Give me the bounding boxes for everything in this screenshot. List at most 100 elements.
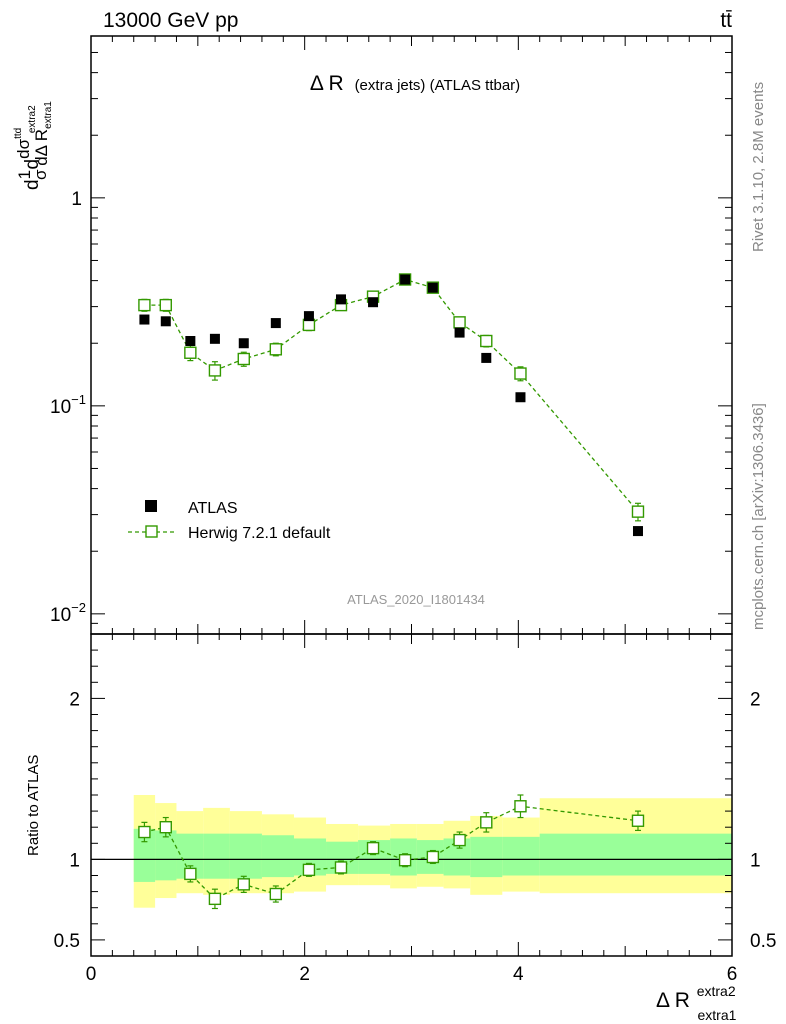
atlas-data-point [427, 282, 438, 293]
herwig-ratio-point [269, 887, 283, 901]
ratio-y-tick-labels: 2 2 1 1 0.5 0.5 [54, 689, 777, 952]
legend-herwig-label: Herwig 7.2.1 default [188, 525, 331, 542]
herwig-ratio-point [480, 816, 493, 829]
ratio-x-tick-label: 0 [86, 964, 97, 985]
rivet-version-label: Rivet 3.1.10, 2.8M events [750, 82, 767, 252]
herwig-ratio-point [426, 850, 440, 864]
atlas-data-point [185, 336, 196, 347]
herwig-main-point [208, 364, 222, 377]
ratio-y-axis-label: Ratio to ATLAS [25, 755, 42, 856]
atlas-series-main [139, 274, 643, 537]
herwig-ratio-point [302, 863, 316, 877]
energy-label: 13000 GeV pp [103, 9, 238, 32]
herwig-series-main [138, 273, 645, 522]
ratio-stat-band [133, 828, 156, 882]
x-axis-label: Δ R extra2 extra1 [656, 978, 741, 1023]
main-y-axis-label: d1σddσttd dΔ Rextra1extra2 [13, 101, 54, 190]
ratio-axis-ticks [90, 633, 733, 957]
herwig-main-point [138, 298, 151, 312]
ylabel-sigma: σ [31, 169, 50, 180]
tick-base: 10 [50, 397, 71, 418]
atlas-data-point [270, 318, 281, 329]
mcplots-label: mcplots.cern.ch [arXiv:1306.3436] [750, 403, 767, 630]
ratio-y-tick-label-left: 0.5 [54, 931, 80, 952]
atlas-data-point [335, 294, 346, 305]
ratio-x-tick-label: 4 [513, 964, 524, 985]
ylabel-d2: d [22, 159, 43, 170]
ratio-plot-frame [90, 633, 733, 957]
atlas-data-point [400, 274, 411, 285]
atlas-data-point [303, 311, 314, 322]
herwig-ratio-point [366, 841, 380, 855]
herwig-main-point [631, 505, 645, 518]
x-axis-label-sub: extra1 [697, 1007, 736, 1023]
herwig-main-point [269, 343, 283, 356]
atlas-data-point [368, 297, 379, 308]
atlas-data-point [632, 526, 643, 537]
analysis-id-label: ATLAS_2020_I1801434 [347, 592, 485, 607]
ylabel-one-over: 1 [15, 170, 34, 179]
herwig-series-ratio [138, 794, 645, 910]
tick-exponent: −1 [71, 392, 86, 407]
legend-atlas-label: ATLAS [188, 500, 238, 517]
main-plot-frame [90, 35, 733, 635]
legend-atlas-marker [145, 500, 157, 512]
herwig-ratio-point [184, 867, 197, 881]
main-y-tick-label: 10−2 [50, 600, 86, 626]
ratio-stat-band [470, 836, 503, 878]
herwig-main-point [480, 334, 493, 348]
ratio-stat-band [203, 833, 230, 879]
herwig-main-point [184, 346, 197, 359]
tick-base: 10 [50, 605, 71, 626]
ratio-stat-band [229, 833, 262, 879]
herwig-main-point [514, 367, 527, 380]
main-axis-ticks [90, 35, 733, 635]
herwig-main-point [237, 352, 250, 366]
process-label: tt̄ [720, 9, 732, 32]
atlas-data-point [160, 316, 171, 327]
ylabel-numerator: dσ [14, 138, 33, 158]
herwig-ratio-point [208, 892, 222, 906]
atlas-data-point [454, 327, 465, 338]
main-title-symbol: Δ R [310, 72, 344, 95]
herwig-ratio-point [138, 825, 151, 839]
ratio-y-tick-label-right: 2 [750, 689, 761, 710]
ylabel-denominator: dΔ R [32, 129, 51, 166]
ratio-y-tick-label-right: 0.5 [750, 931, 776, 952]
atlas-data-point [481, 352, 492, 363]
herwig-ratio-point [514, 800, 527, 813]
main-y-tick-label: 10−1 [50, 392, 86, 418]
herwig-ratio-point [453, 833, 466, 847]
herwig-ratio-point [334, 861, 348, 874]
herwig-ratio-point [398, 854, 412, 867]
legend: ATLAS Herwig 7.2.1 default [128, 500, 331, 542]
atlas-data-point [209, 333, 220, 344]
x-axis-label-main: Δ R [656, 989, 690, 1012]
main-title: Δ R (extra jets) (ATLAS ttbar) [310, 72, 520, 95]
main-y-tick-labels: 110−110−2 [50, 189, 86, 626]
atlas-data-point [238, 338, 249, 349]
ylabel-den-sup: extra2 [27, 105, 38, 133]
herwig-main-line [144, 278, 639, 513]
ratio-y-tick-label-left: 1 [69, 850, 80, 871]
herwig-main-point [159, 298, 172, 312]
atlas-data-point [515, 392, 526, 403]
legend-herwig-marker [145, 525, 158, 538]
ratio-y-tick-label-right: 1 [750, 850, 761, 871]
atlas-data-point [139, 314, 150, 325]
ratio-x-tick-labels: 0 2 4 6 [86, 964, 738, 985]
ratio-stat-band [539, 833, 732, 876]
main-title-subtitle: (extra jets) (ATLAS ttbar) [355, 77, 521, 94]
ratio-stat-band [155, 830, 177, 881]
ratio-y-tick-label-left: 2 [69, 689, 80, 710]
main-y-tick-label: 1 [71, 189, 82, 210]
ylabel-numerator-sup: ttd [13, 128, 24, 139]
herwig-ratio-point [631, 814, 645, 827]
ratio-stat-band [502, 836, 540, 876]
ratio-x-tick-label: 6 [727, 964, 738, 985]
herwig-ratio-point [237, 878, 250, 891]
herwig-ratio-point [159, 821, 172, 834]
ylabel-den-sub: extra1 [43, 101, 54, 129]
